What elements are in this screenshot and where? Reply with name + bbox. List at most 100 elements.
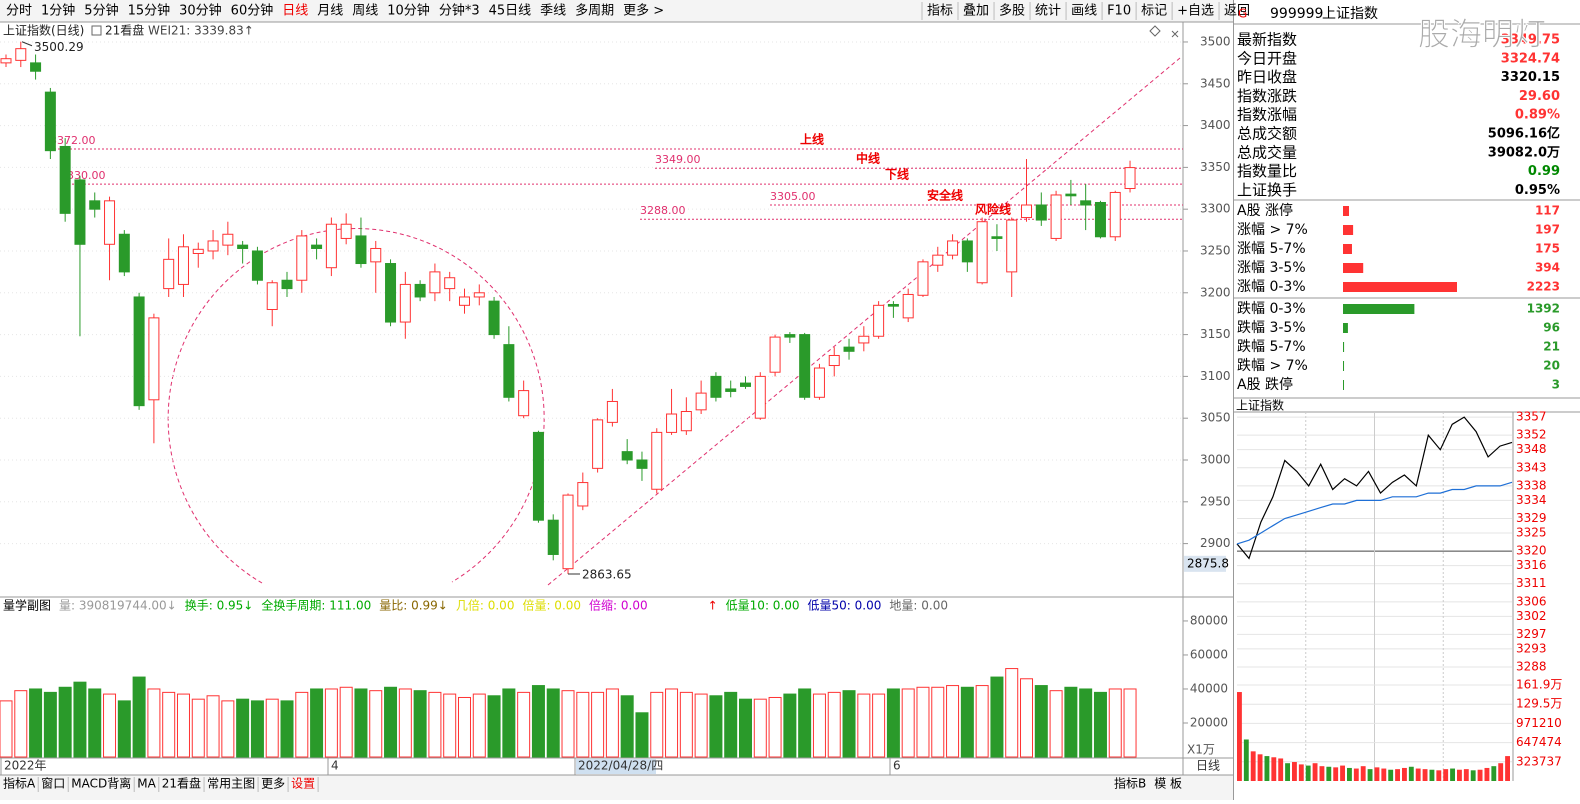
candle-body (74, 179, 86, 245)
y-tick-label: 3293 (1516, 641, 1547, 655)
y-tick-label: 80000 (1190, 613, 1228, 627)
y-tick-label: 3320 (1516, 544, 1547, 558)
volume-bar (798, 688, 812, 758)
toolbar-button[interactable]: 画线 (1071, 4, 1097, 19)
candle-body (976, 221, 988, 284)
toolbar-item[interactable]: 月线 (317, 4, 343, 19)
intraday-volume-bar (1243, 739, 1249, 781)
toolbar-button[interactable]: 返回 (1224, 4, 1250, 19)
candle-body (488, 300, 500, 336)
candle-body (118, 233, 130, 273)
toolbar-item[interactable]: 5分钟 (84, 3, 118, 19)
tab[interactable]: MA (137, 777, 156, 791)
breadth-value: 2223 (1527, 280, 1560, 294)
candle-body (163, 258, 175, 290)
breadth-label: A股 涨停 (1237, 202, 1293, 219)
volume-bar (103, 693, 117, 758)
candle-body (828, 354, 840, 367)
y-tick-label: 971210 (1516, 716, 1562, 730)
candle-body (0, 58, 12, 64)
intraday-volume-bar (1271, 757, 1277, 781)
y-tick-label: 3050 (1200, 411, 1231, 425)
y-tick-label: 647474 (1516, 735, 1562, 749)
candle-body (917, 261, 929, 296)
toolbar-item[interactable]: 日线 (282, 4, 308, 19)
volume-bar (724, 691, 738, 758)
breadth-label: 跌幅 3-5% (1237, 320, 1306, 336)
quote-name: 上证指数 (1322, 6, 1378, 22)
breadth-label: 涨幅 0-3% (1237, 279, 1306, 295)
breadth-value: 175 (1535, 242, 1560, 256)
candle-body (858, 335, 870, 344)
toolbar-button[interactable]: F10 (1107, 4, 1131, 19)
breadth-bar (1343, 206, 1349, 216)
volume-bar (162, 691, 176, 758)
candle-body (991, 236, 1003, 239)
toolbar-item[interactable]: 15分钟 (128, 3, 171, 19)
quote-label: 指数涨幅 (1237, 106, 1297, 124)
level-value: 3372.00 (50, 134, 96, 147)
high-label: 3500.29 (34, 40, 84, 54)
y-tick-label: 3350 (1200, 160, 1231, 174)
tab[interactable]: 窗口 (41, 777, 65, 791)
toolbar-button[interactable]: 多股 (999, 3, 1025, 19)
checkbox (91, 25, 102, 36)
toolbar-button[interactable]: 叠加 (963, 4, 989, 19)
toolbar-button[interactable]: 指标 (927, 4, 953, 19)
toolbar-button[interactable]: +自选 (1177, 4, 1214, 19)
tab[interactable]: 指标B (1114, 776, 1146, 791)
toolbar-item[interactable]: 45日线 (489, 4, 532, 19)
y-tick-label: 3450 (1200, 76, 1231, 90)
toolbar-item[interactable]: 更多 > (623, 3, 664, 19)
tab[interactable]: 更多 (261, 777, 285, 791)
intraday-volume-bar (1415, 768, 1421, 781)
y-tick-label: 129.5万 (1516, 697, 1562, 711)
y-tick-label: 3500 (1200, 34, 1231, 48)
candle-body (784, 334, 796, 338)
tab[interactable]: 设置 (291, 777, 315, 791)
tab[interactable]: 指标A (3, 776, 36, 791)
breadth-value: 197 (1535, 223, 1560, 237)
toolbar-button[interactable]: 统计 (1035, 4, 1061, 19)
toolbar-item[interactable]: 周线 (352, 4, 378, 19)
toolbar-item[interactable]: 分钟*3 (439, 3, 480, 19)
volume-bar (1093, 691, 1107, 758)
toolbar-item[interactable]: 60分钟 (231, 3, 274, 19)
tab[interactable]: 模 板 (1154, 777, 1182, 791)
intraday-volume-bar (1278, 758, 1284, 781)
intraday-volume-bar (1333, 767, 1339, 781)
level-name: 上线 (800, 131, 824, 146)
toolbar-item[interactable]: 季线 (540, 4, 566, 19)
volume-bar (1064, 686, 1078, 758)
candle-body (666, 413, 678, 433)
market-flag: G (1238, 7, 1247, 21)
breadth-value: 3 (1552, 378, 1560, 392)
volume-bar (842, 690, 856, 758)
tab[interactable]: MACD背离 (71, 776, 131, 791)
volume-bar (413, 690, 427, 758)
toolbar-item[interactable]: 30分钟 (179, 3, 222, 19)
quote-label: 上证换手 (1237, 181, 1297, 199)
y-tick-label: 3306 (1516, 594, 1547, 608)
toolbar-item[interactable]: 多周期 (575, 3, 614, 19)
breadth-label: 跌幅 0-3% (1237, 301, 1306, 317)
quote-label: 最新指数 (1237, 31, 1297, 49)
y-tick-label: 2900 (1200, 536, 1231, 550)
tab[interactable]: 常用主图 (207, 777, 255, 791)
candle-body (902, 293, 914, 319)
low-label: 2863.65 (582, 567, 632, 581)
volume-bar (872, 693, 886, 758)
tab[interactable]: 21看盘 (162, 776, 201, 791)
volume-bar (1034, 685, 1048, 758)
volume-bar (531, 685, 545, 758)
candle-body (769, 336, 781, 373)
volume-bar (280, 700, 294, 758)
volume-bar (88, 688, 102, 758)
volume-bar (324, 688, 338, 758)
toolbar-item[interactable]: 分时 (6, 4, 32, 19)
toolbar-item[interactable]: 10分钟 (387, 3, 430, 19)
toolbar-button[interactable]: 标记 (1141, 4, 1167, 19)
volume-bar (132, 676, 146, 758)
breadth-value: 96 (1543, 321, 1560, 335)
toolbar-item[interactable]: 1分钟 (41, 3, 75, 19)
